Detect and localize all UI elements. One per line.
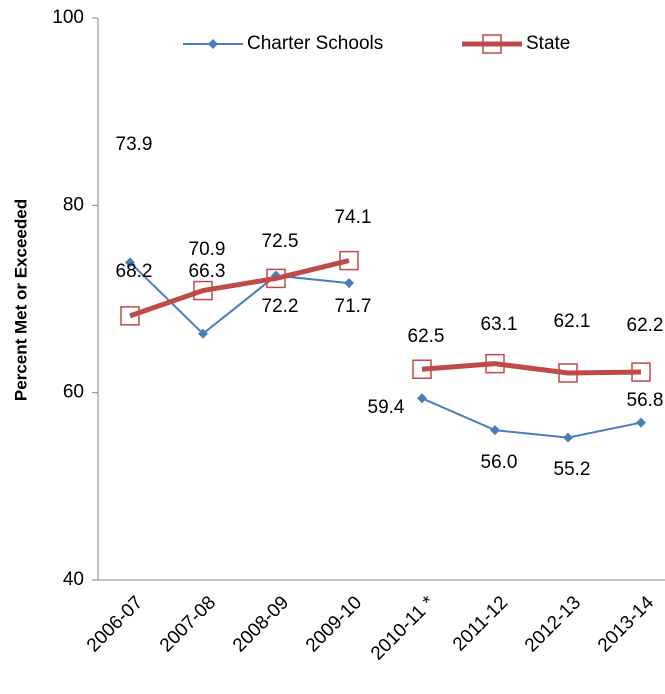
point bbox=[412, 359, 432, 379]
point bbox=[208, 39, 218, 49]
data-label: 72.5 bbox=[262, 231, 299, 252]
data-label: 73.9 bbox=[116, 134, 153, 155]
y-tick-label: 40 bbox=[63, 569, 84, 590]
data-label: 62.2 bbox=[627, 315, 664, 336]
data-label: 55.2 bbox=[554, 459, 591, 480]
data-label: 72.2 bbox=[262, 296, 299, 317]
data-label: 56.8 bbox=[627, 390, 664, 411]
series-line bbox=[129, 258, 350, 319]
point bbox=[485, 353, 505, 374]
x-tick-label: 2009-10 bbox=[302, 592, 366, 656]
x-tick-label: 2011-12 bbox=[449, 592, 512, 655]
point bbox=[490, 425, 500, 436]
legend-label: State bbox=[526, 33, 570, 54]
x-tick-label: 2010-11 * bbox=[367, 592, 440, 665]
point bbox=[193, 280, 213, 301]
data-label: 62.1 bbox=[554, 311, 591, 332]
data-label: 74.1 bbox=[335, 207, 372, 228]
data-label: 63.1 bbox=[481, 314, 518, 335]
point bbox=[563, 432, 573, 443]
point bbox=[344, 278, 354, 289]
data-label: 71.7 bbox=[335, 296, 372, 317]
x-tick-label: 2012-13 bbox=[521, 592, 585, 656]
y-axis-title: Percent Met or Exceeded bbox=[11, 199, 30, 401]
data-label: 68.2 bbox=[116, 261, 153, 282]
data-label: 56.0 bbox=[481, 452, 518, 473]
x-tick-label: 2008-09 bbox=[229, 592, 293, 656]
point bbox=[558, 363, 578, 383]
series-line bbox=[129, 261, 350, 335]
series-line bbox=[421, 397, 642, 439]
point bbox=[125, 257, 135, 268]
point bbox=[339, 250, 359, 271]
point bbox=[120, 306, 140, 326]
point bbox=[636, 417, 646, 428]
point bbox=[266, 268, 286, 289]
data-label: 66.3 bbox=[189, 261, 226, 282]
point bbox=[198, 328, 208, 339]
x-tick-label: 2007-08 bbox=[156, 592, 220, 656]
point bbox=[631, 362, 651, 382]
y-tick-label: 60 bbox=[63, 382, 84, 403]
series-line bbox=[421, 361, 642, 376]
y-tick-label: 80 bbox=[63, 194, 84, 215]
point bbox=[482, 34, 502, 54]
data-label: 59.4 bbox=[368, 397, 405, 418]
y-tick-label: 100 bbox=[52, 7, 84, 28]
x-tick-label: 2013-14 bbox=[594, 592, 658, 656]
legend-label: Charter Schools bbox=[247, 33, 383, 54]
x-tick-label: 2006-07 bbox=[83, 592, 147, 656]
data-label: 62.5 bbox=[408, 326, 445, 347]
point bbox=[417, 393, 427, 404]
data-label: 70.9 bbox=[189, 239, 226, 260]
